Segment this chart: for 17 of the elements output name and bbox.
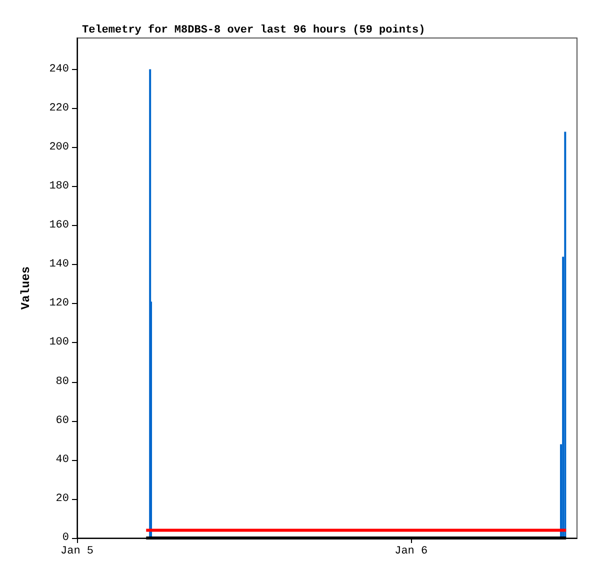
y-tick-label: 160 [49, 220, 69, 232]
y-tick-label: 60 [56, 414, 69, 427]
y-tick-label: 80 [56, 376, 69, 388]
y-tick-label: 220 [49, 102, 69, 114]
y-axis-title: Values [19, 266, 33, 310]
x-tick-label: Jan 6 [394, 546, 428, 558]
y-tick-label: 100 [49, 336, 69, 349]
y-tick-label: 0 [62, 532, 69, 544]
y-tick-label: 140 [49, 258, 69, 271]
chart-title: Telemetry for M8DBS-8 over last 96 hours (59 points) [82, 24, 426, 36]
y-tick-label: 240 [49, 63, 69, 76]
y-tick-label: 180 [49, 180, 69, 192]
y-tick-label: 200 [49, 141, 69, 154]
y-tick-label: 20 [56, 492, 69, 505]
y-tick-label: 120 [49, 298, 69, 310]
y-tick-label: 40 [56, 454, 69, 466]
x-tick-label: Jan 5 [60, 546, 94, 558]
